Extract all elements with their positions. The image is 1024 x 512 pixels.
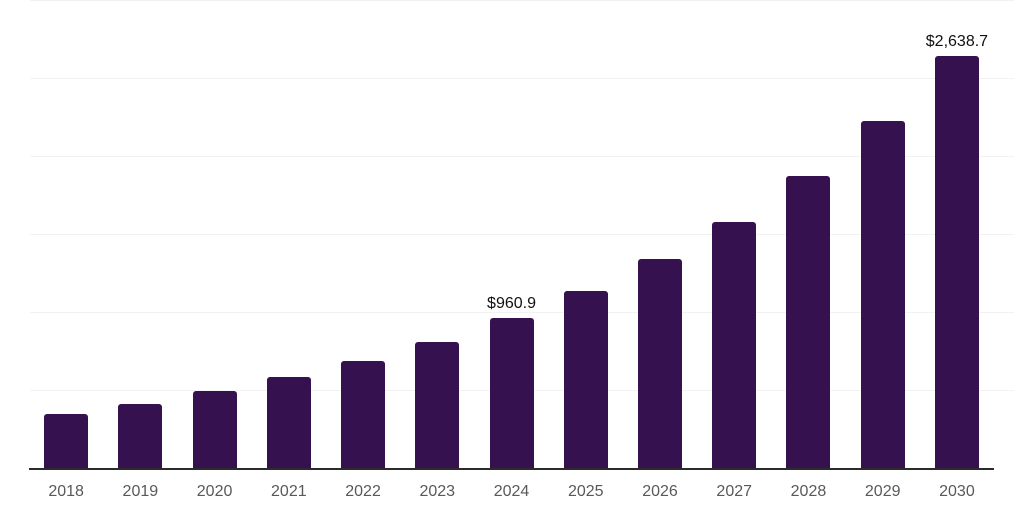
gridline-2000 <box>30 156 1014 157</box>
plot-area: $960.9 $2,638.7 <box>29 0 994 468</box>
x-tick-label-2027: 2027 <box>716 483 753 500</box>
bar-group-2028 <box>771 0 845 468</box>
gridline-2500 <box>30 78 1014 79</box>
x-tick-label-2028: 2028 <box>790 483 827 500</box>
x-axis-line <box>29 468 994 470</box>
bar-2021 <box>266 377 311 468</box>
bar-value-label-2030: $2,638.7 <box>925 33 989 51</box>
bar-2020 <box>192 391 237 468</box>
bar-2025 <box>563 290 608 468</box>
bar-group-2025 <box>549 0 623 468</box>
bar-2018 <box>44 413 89 468</box>
x-tick-label-2018: 2018 <box>48 483 84 500</box>
bar-value-label-2024: $960.9 <box>487 295 536 313</box>
bar-group-2026 <box>623 0 697 468</box>
bar-group-2018 <box>29 0 103 468</box>
bar-group-2030: $2,638.7 <box>920 0 994 468</box>
x-tick-label-2019: 2019 <box>122 483 159 500</box>
x-tick-label-2026: 2026 <box>642 483 678 500</box>
bar-2024 <box>489 318 534 468</box>
bar-group-2021 <box>252 0 326 468</box>
gridline-3000 <box>30 0 1014 1</box>
x-tick-label-2023: 2023 <box>419 483 456 500</box>
x-axis-tick-labels: 2018 2019 2020 2021 2022 2023 2024 2025 2026 2027… <box>29 483 994 501</box>
x-tick-label-2029: 2029 <box>864 483 901 500</box>
gridline-1000 <box>30 312 1014 313</box>
bar-group-2027 <box>697 0 771 468</box>
x-tick-label-2021: 2021 <box>271 483 307 500</box>
x-tick-label-2025: 2025 <box>567 483 604 500</box>
bar-2027 <box>712 221 757 468</box>
bar-group-2019 <box>103 0 177 468</box>
bar-2022 <box>341 361 386 468</box>
bar-2026 <box>637 259 682 468</box>
bar-group-2022 <box>326 0 400 468</box>
x-tick-label-2022: 2022 <box>345 483 381 500</box>
bar-2028 <box>786 175 831 468</box>
bar-group-2023 <box>400 0 474 468</box>
bar-2029 <box>860 121 905 468</box>
bar-2030 <box>934 56 979 468</box>
gridline-1500 <box>30 234 1014 235</box>
x-tick-label-2020: 2020 <box>196 483 233 500</box>
x-tick-label-2024: 2024 <box>493 483 530 500</box>
bar-group-2020 <box>177 0 251 468</box>
x-tick-label-2030: 2030 <box>939 483 975 500</box>
bar-2023 <box>415 342 460 468</box>
bar-2019 <box>118 403 163 468</box>
bar-group-2024: $960.9 <box>474 0 548 468</box>
bar-group-2029 <box>846 0 920 468</box>
